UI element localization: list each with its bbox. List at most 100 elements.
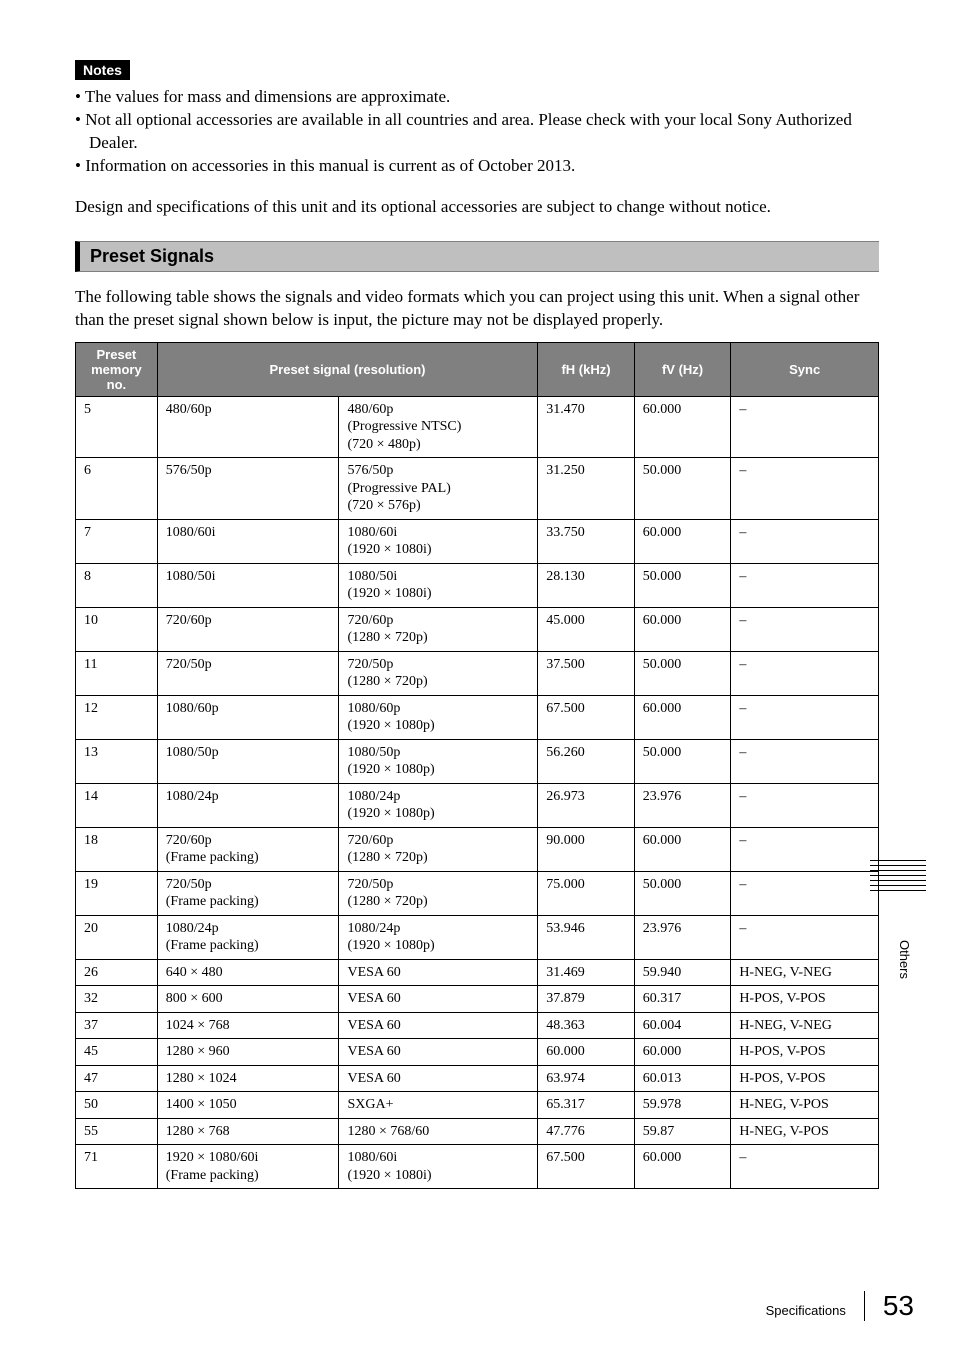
table-cell: 59.87	[634, 1118, 731, 1145]
table-cell: 1024 × 768	[157, 1012, 339, 1039]
note-item: The values for mass and dimensions are a…	[75, 86, 879, 109]
table-cell: 26.973	[538, 783, 635, 827]
table-row: 11720/50p720/50p (1280 × 720p)37.50050.0…	[76, 651, 879, 695]
table-cell: 13	[76, 739, 158, 783]
table-cell: 720/60p (1280 × 720p)	[339, 607, 538, 651]
table-row: 18720/60p (Frame packing)720/60p (1280 ×…	[76, 827, 879, 871]
table-cell: 1080/50i	[157, 563, 339, 607]
table-cell: 1920 × 1080/60i (Frame packing)	[157, 1145, 339, 1189]
table-cell: 10	[76, 607, 158, 651]
table-cell: 800 × 600	[157, 986, 339, 1013]
note-item: Not all optional accessories are availab…	[75, 109, 879, 155]
table-cell: 60.000	[634, 1145, 731, 1189]
table-cell: 33.750	[538, 519, 635, 563]
table-cell: H-NEG, V-NEG	[731, 959, 879, 986]
table-cell: 1280 × 768	[157, 1118, 339, 1145]
table-cell: H-NEG, V-NEG	[731, 1012, 879, 1039]
table-cell: H-NEG, V-POS	[731, 1118, 879, 1145]
table-cell: 50.000	[634, 458, 731, 520]
th-fh: fH (kHz)	[538, 342, 635, 396]
table-cell: –	[731, 827, 879, 871]
table-cell: 63.974	[538, 1065, 635, 1092]
table-cell: H-NEG, V-POS	[731, 1092, 879, 1119]
table-row: 6576/50p576/50p (Progressive PAL) (720 ×…	[76, 458, 879, 520]
table-cell: 59.978	[634, 1092, 731, 1119]
table-cell: 59.940	[634, 959, 731, 986]
table-cell: 19	[76, 871, 158, 915]
table-cell: 32	[76, 986, 158, 1013]
table-cell: 720/50p (1280 × 720p)	[339, 871, 538, 915]
table-cell: 67.500	[538, 695, 635, 739]
table-cell: VESA 60	[339, 1012, 538, 1039]
design-note: Design and specifications of this unit a…	[75, 196, 879, 219]
footer-section-label: Specifications	[766, 1303, 846, 1318]
table-cell: 23.976	[634, 915, 731, 959]
table-row: 141080/24p1080/24p (1920 × 1080p)26.9732…	[76, 783, 879, 827]
table-row: 201080/24p (Frame packing)1080/24p (1920…	[76, 915, 879, 959]
note-item: Information on accessories in this manua…	[75, 155, 879, 178]
table-row: 10720/60p720/60p (1280 × 720p)45.00060.0…	[76, 607, 879, 651]
table-cell: 20	[76, 915, 158, 959]
table-cell: –	[731, 519, 879, 563]
side-tab-lines	[870, 860, 926, 895]
table-cell: 576/50p (Progressive PAL) (720 × 576p)	[339, 458, 538, 520]
table-cell: –	[731, 563, 879, 607]
table-cell: 720/50p (Frame packing)	[157, 871, 339, 915]
table-cell: 1280 × 1024	[157, 1065, 339, 1092]
table-cell: –	[731, 695, 879, 739]
table-cell: 60.000	[538, 1039, 635, 1066]
table-cell: 47.776	[538, 1118, 635, 1145]
table-cell: –	[731, 607, 879, 651]
footer-divider	[864, 1291, 865, 1321]
table-cell: 45	[76, 1039, 158, 1066]
table-cell: H-POS, V-POS	[731, 986, 879, 1013]
table-row: 711920 × 1080/60i (Frame packing)1080/60…	[76, 1145, 879, 1189]
table-cell: 50	[76, 1092, 158, 1119]
table-cell: 55	[76, 1118, 158, 1145]
table-cell: 60.013	[634, 1065, 731, 1092]
table-cell: 720/50p (1280 × 720p)	[339, 651, 538, 695]
table-cell: 37	[76, 1012, 158, 1039]
footer-page-number: 53	[883, 1290, 914, 1322]
section-header-preset-signals: Preset Signals	[75, 241, 879, 272]
section-intro: The following table shows the signals an…	[75, 286, 879, 332]
table-cell: 1080/50p (1920 × 1080p)	[339, 739, 538, 783]
table-cell: 480/60p	[157, 396, 339, 458]
table-cell: 90.000	[538, 827, 635, 871]
table-row: 5480/60p480/60p (Progressive NTSC) (720 …	[76, 396, 879, 458]
table-cell: 1080/50p	[157, 739, 339, 783]
table-row: 32800 × 600VESA 6037.87960.317H-POS, V-P…	[76, 986, 879, 1013]
table-cell: 50.000	[634, 739, 731, 783]
table-cell: 720/60p (1280 × 720p)	[339, 827, 538, 871]
table-cell: 65.317	[538, 1092, 635, 1119]
table-cell: 60.004	[634, 1012, 731, 1039]
table-cell: H-POS, V-POS	[731, 1039, 879, 1066]
table-cell: 480/60p (Progressive NTSC) (720 × 480p)	[339, 396, 538, 458]
table-cell: 1080/60p	[157, 695, 339, 739]
table-cell: 8	[76, 563, 158, 607]
table-cell: 50.000	[634, 651, 731, 695]
table-cell: 67.500	[538, 1145, 635, 1189]
table-cell: 50.000	[634, 563, 731, 607]
table-cell: 37.879	[538, 986, 635, 1013]
table-cell: 720/50p	[157, 651, 339, 695]
table-cell: 1080/60p (1920 × 1080p)	[339, 695, 538, 739]
table-cell: –	[731, 871, 879, 915]
table-cell: 60.000	[634, 607, 731, 651]
table-cell: 1080/24p	[157, 783, 339, 827]
table-row: 19720/50p (Frame packing)720/50p (1280 ×…	[76, 871, 879, 915]
table-cell: 576/50p	[157, 458, 339, 520]
table-row: 131080/50p1080/50p (1920 × 1080p)56.2605…	[76, 739, 879, 783]
table-cell: 640 × 480	[157, 959, 339, 986]
table-cell: 71	[76, 1145, 158, 1189]
table-cell: 48.363	[538, 1012, 635, 1039]
table-cell: 50.000	[634, 871, 731, 915]
table-cell: 720/60p	[157, 607, 339, 651]
table-cell: SXGA+	[339, 1092, 538, 1119]
table-row: 121080/60p1080/60p (1920 × 1080p)67.5006…	[76, 695, 879, 739]
table-cell: 14	[76, 783, 158, 827]
notes-label: Notes	[75, 60, 130, 80]
table-cell: 60.000	[634, 519, 731, 563]
table-row: 371024 × 768VESA 6048.36360.004H-NEG, V-…	[76, 1012, 879, 1039]
table-cell: 47	[76, 1065, 158, 1092]
